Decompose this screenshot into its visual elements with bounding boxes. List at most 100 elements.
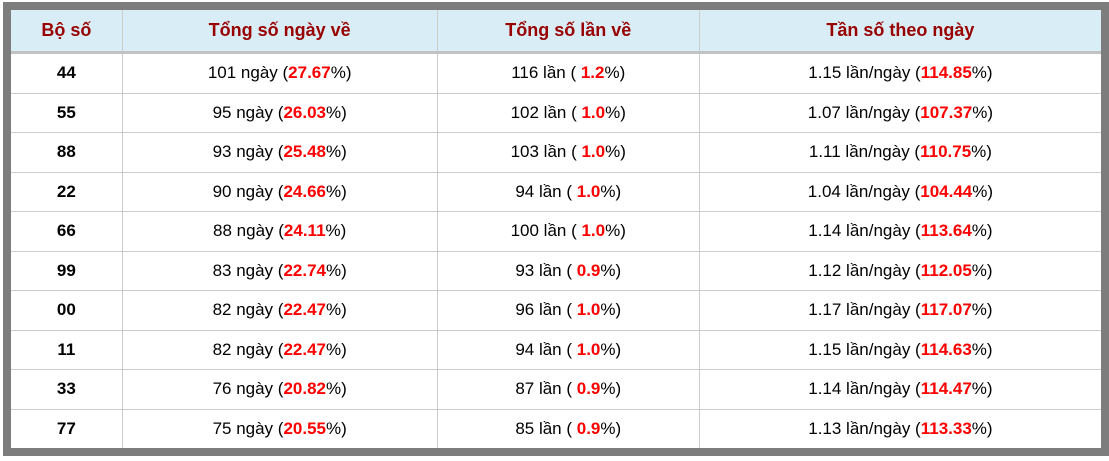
times-cell: 103 lần ( 1.0%) (437, 132, 700, 173)
frequency-cell: 1.04 lần/ngày (104.44%) (699, 172, 1101, 213)
times-cell: 116 lần ( 1.2%) (437, 52, 700, 94)
days-percent: 22.47 (283, 300, 326, 320)
days-cell: 90 ngày (24.66%) (122, 172, 438, 213)
days-cell: 76 ngày (20.82%) (122, 369, 438, 410)
days-percent-suffix: %) (330, 63, 352, 83)
freq-percent-suffix: %) (971, 339, 993, 359)
days-percent-suffix: %) (325, 221, 347, 241)
days-percent-suffix: %) (326, 418, 347, 438)
freq-percent: 104.44 (920, 181, 973, 201)
days-percent: 24.66 (283, 181, 326, 201)
pair-cell: 66 (11, 211, 123, 252)
freq-percent: 114.63 (920, 339, 972, 359)
table-row: 33 76 ngày (20.82%) 87 lần ( 0.9%) 1.14 lần… (11, 369, 1101, 410)
table-body: 44 101 ngày (27.67%) 116 lần ( 1.2%) 1.15 l… (11, 52, 1101, 448)
frequency-cell: 1.11 lần/ngày (110.75%) (699, 132, 1101, 173)
freq-text: 1.04 lần/ngày ( (807, 181, 921, 201)
days-text: 75 ngày ( (212, 418, 284, 438)
pair-cell: 88 (11, 132, 123, 173)
days-percent-suffix: %) (326, 102, 347, 122)
times-percent-suffix: %) (600, 181, 622, 201)
freq-text: 1.14 lần/ngày ( (808, 221, 921, 241)
pair-cell: 44 (11, 52, 123, 94)
days-cell: 88 ngày (24.11%) (122, 211, 438, 252)
days-percent-suffix: %) (326, 379, 347, 399)
times-cell: 94 lần ( 1.0%) (437, 172, 700, 213)
lottery-stats-table: Bộ số Tổng số ngày về Tổng số lần về Tần… (11, 10, 1101, 448)
times-percent-suffix: %) (600, 260, 622, 280)
freq-percent-suffix: %) (971, 260, 993, 280)
freq-text: 1.13 lần/ngày ( (808, 418, 921, 438)
times-percent-suffix: %) (600, 379, 622, 399)
times-text: 87 lần ( (515, 379, 577, 399)
freq-text: 1.15 lần/ngày ( (808, 63, 921, 83)
freq-text: 1.17 lần/ngày ( (808, 300, 921, 320)
days-percent: 22.74 (283, 260, 326, 280)
times-cell: 102 lần ( 1.0%) (437, 93, 700, 134)
days-percent: 24.11 (283, 221, 326, 241)
times-percent: 1.0 (576, 339, 601, 359)
freq-percent: 107.37 (920, 102, 973, 122)
freq-text: 1.07 lần/ngày ( (807, 102, 921, 122)
days-cell: 82 ngày (22.47%) (122, 330, 438, 371)
pair-cell: 99 (11, 251, 123, 292)
days-percent: 25.48 (283, 142, 326, 162)
times-percent-suffix: %) (605, 221, 626, 241)
times-text: 103 lần ( (510, 142, 582, 162)
days-cell: 93 ngày (25.48%) (122, 132, 438, 173)
column-header-frequency: Tần số theo ngày (699, 10, 1101, 54)
freq-percent: 112.05 (920, 260, 972, 280)
times-percent-suffix: %) (605, 142, 626, 162)
pair-cell: 33 (11, 369, 123, 410)
freq-percent: 113.33 (920, 418, 972, 438)
times-text: 94 lần ( (515, 181, 577, 201)
days-cell: 83 ngày (22.74%) (122, 251, 438, 292)
frequency-cell: 1.13 lần/ngày (113.33%) (699, 409, 1101, 448)
frequency-cell: 1.15 lần/ngày (114.63%) (699, 330, 1101, 371)
times-percent: 0.9 (576, 260, 601, 280)
days-percent-suffix: %) (326, 181, 347, 201)
frequency-cell: 1.07 lần/ngày (107.37%) (699, 93, 1101, 134)
days-text: 83 ngày ( (212, 260, 284, 280)
times-cell: 94 lần ( 1.0%) (437, 330, 700, 371)
freq-percent-suffix: %) (971, 63, 993, 83)
times-text: 85 lần ( (515, 418, 577, 438)
days-cell: 101 ngày (27.67%) (122, 52, 438, 94)
times-percent: 1.0 (581, 102, 606, 122)
days-percent-suffix: %) (326, 142, 347, 162)
days-text: 76 ngày ( (212, 379, 284, 399)
days-text: 90 ngày ( (212, 181, 284, 201)
freq-percent-suffix: %) (971, 300, 993, 320)
freq-percent-suffix: %) (971, 221, 993, 241)
times-percent: 0.9 (576, 379, 601, 399)
days-percent: 27.67 (288, 63, 331, 83)
times-percent-suffix: %) (605, 102, 626, 122)
freq-text: 1.11 lần/ngày ( (808, 142, 921, 162)
frequency-cell: 1.14 lần/ngày (113.64%) (699, 211, 1101, 252)
table-row: 11 82 ngày (22.47%) 94 lần ( 1.0%) 1.15 lần… (11, 330, 1101, 371)
times-cell: 96 lần ( 1.0%) (437, 290, 700, 331)
days-text: 101 ngày ( (207, 63, 289, 83)
days-percent-suffix: %) (326, 339, 347, 359)
times-percent: 1.2 (580, 63, 605, 83)
pair-cell: 00 (11, 290, 123, 331)
times-text: 93 lần ( (515, 260, 577, 280)
times-percent-suffix: %) (604, 63, 626, 83)
days-text: 93 ngày ( (212, 142, 284, 162)
days-cell: 95 ngày (26.03%) (122, 93, 438, 134)
freq-percent-suffix: %) (972, 102, 994, 122)
table-row: 77 75 ngày (20.55%) 85 lần ( 0.9%) 1.13 lần… (11, 409, 1101, 448)
freq-percent-suffix: %) (971, 142, 992, 162)
table-row: 22 90 ngày (24.66%) 94 lần ( 1.0%) 1.04 lần… (11, 172, 1101, 213)
freq-percent-suffix: %) (972, 181, 994, 201)
pair-cell: 55 (11, 93, 123, 134)
times-percent-suffix: %) (600, 300, 622, 320)
days-percent: 22.47 (283, 339, 326, 359)
table-row: 99 83 ngày (22.74%) 93 lần ( 0.9%) 1.12 lần… (11, 251, 1101, 292)
times-percent-suffix: %) (600, 339, 622, 359)
days-percent-suffix: %) (326, 260, 347, 280)
pair-cell: 22 (11, 172, 123, 213)
times-percent: 1.0 (581, 142, 606, 162)
table-row: 66 88 ngày (24.11%) 100 lần ( 1.0%) 1.14 lầ… (11, 211, 1101, 252)
freq-percent: 113.64 (920, 221, 972, 241)
